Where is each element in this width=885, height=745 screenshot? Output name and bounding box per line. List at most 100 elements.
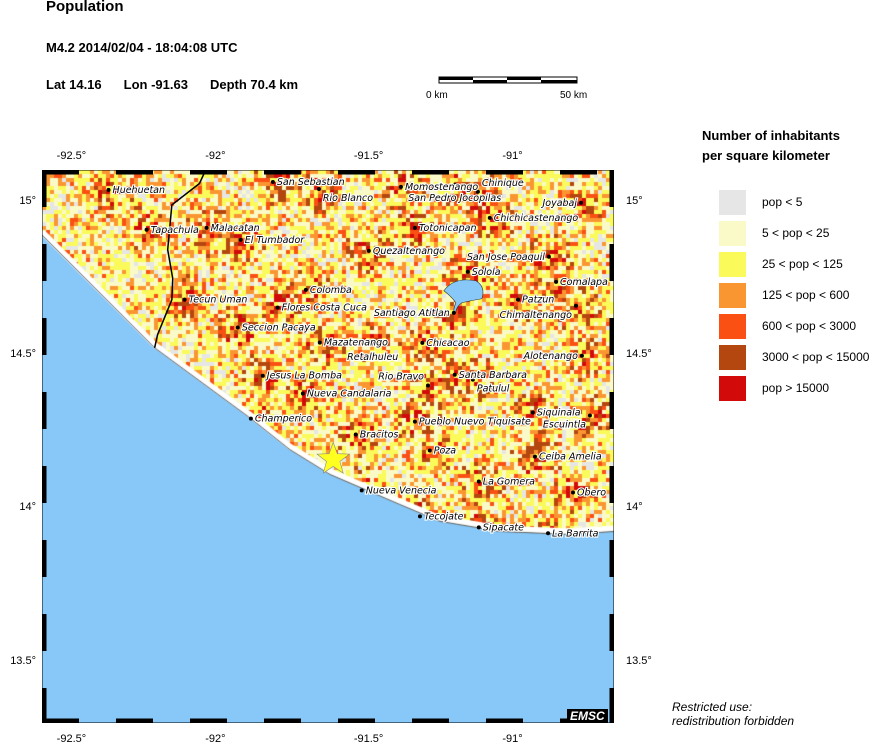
city-dot <box>144 227 149 232</box>
city-label: Colomba <box>310 285 352 296</box>
population-raster <box>42 170 614 723</box>
city-label: Alotenango <box>523 351 578 362</box>
lat-tick-label: 14.5° <box>10 348 36 361</box>
city-label: Solola <box>472 267 501 278</box>
city-label: Jesus La Bomba <box>265 371 342 382</box>
lat-tick-label: 14° <box>626 501 643 514</box>
lake-atitlan <box>443 279 484 314</box>
city-label: Totonicapan <box>419 223 477 234</box>
map-area: Huehuetan Tapachula Malacatan El Tumbador Sa… <box>42 170 614 728</box>
city-label: Malacatan <box>211 223 260 234</box>
city-dot <box>579 200 584 205</box>
legend-label: 3000 < pop < 15000 <box>762 350 870 364</box>
scale-end: 50 km <box>560 90 588 101</box>
legend-swatch <box>719 221 746 246</box>
city-label: Champerico <box>255 414 312 425</box>
lat-tick-label: 15° <box>626 194 643 207</box>
city-dot <box>417 514 422 519</box>
city-dot <box>300 391 305 396</box>
legend-label: 25 < pop < 125 <box>762 257 843 271</box>
latitude: Lat 14.16 <box>46 77 102 92</box>
city-label: Santa Barbara <box>459 370 527 381</box>
city-dot <box>579 353 584 358</box>
legend-label: 125 < pop < 600 <box>762 288 850 302</box>
city-label: Quezaltenango <box>373 246 445 257</box>
page-title: Population <box>46 0 124 15</box>
city-label: Seccion Pacaya <box>242 323 316 334</box>
city-dot <box>412 419 417 424</box>
city-dot <box>303 287 308 292</box>
city-dot <box>470 377 475 382</box>
city-label: Pueblo Nuevo Tiquisate <box>419 417 531 428</box>
legend-swatch <box>719 283 746 308</box>
country-border <box>153 171 206 348</box>
city-dot <box>425 383 430 388</box>
city-label: Escuintla <box>543 420 586 431</box>
city-dot <box>530 410 535 415</box>
lon-tick-label: -91.5° <box>353 150 384 162</box>
city-label: Joyabaj <box>540 198 577 209</box>
city-dot <box>570 490 575 495</box>
lon-tick-label: -92.5° <box>56 150 87 162</box>
city-dot <box>248 416 253 421</box>
legend-label: pop < 5 <box>762 195 803 209</box>
legend-swatch <box>719 345 746 370</box>
city-dot <box>317 340 322 345</box>
city-label: Flores Costa Cuca <box>282 303 367 314</box>
city-label: Ceiba Amelia <box>539 452 602 463</box>
city-dot <box>427 448 432 453</box>
city-label: Tapachula <box>151 225 199 236</box>
lon-tick-label: -91° <box>502 150 523 162</box>
epicenter-star-icon <box>316 441 351 474</box>
city-label: La Gomera <box>483 476 535 487</box>
city-label: Chimaltenango <box>500 310 572 321</box>
city-label: La Barrita <box>552 528 599 539</box>
city-dot <box>106 187 111 192</box>
legend-label: pop > 15000 <box>762 381 830 395</box>
lon-tick-label: -91° <box>502 733 523 745</box>
city-label: San Sebastian <box>277 177 345 188</box>
city-label: San Jose Poaquil <box>467 252 545 263</box>
city-label: Bracitos <box>360 430 399 441</box>
city-dot <box>235 325 240 330</box>
restriction-note: Restricted use: redistribution forbidden <box>672 700 795 728</box>
city-dot <box>465 269 470 274</box>
lon-tick-label: -91.5° <box>353 733 384 745</box>
scale-start: 0 km <box>426 90 448 101</box>
city-dot <box>587 413 592 418</box>
legend-swatch <box>719 252 746 277</box>
emsc-logo: EMSC <box>567 709 608 723</box>
city-dot <box>476 479 481 484</box>
lon-tick-label: -92° <box>205 733 226 745</box>
city-dot <box>532 454 537 459</box>
city-label: Nueva Venecia <box>366 485 437 496</box>
city-dot <box>316 187 321 192</box>
city-dot <box>366 248 371 253</box>
lat-tick-label: 13.5° <box>626 654 652 667</box>
city-label: Chinique <box>482 178 524 189</box>
legend-label: 600 < pop < 3000 <box>762 319 857 333</box>
city-dot <box>398 184 403 189</box>
event-info: M4.2 2014/02/04 - 18:04:08 UTC <box>46 40 238 55</box>
legend-swatch <box>719 376 746 401</box>
city-dot <box>204 225 209 230</box>
city-dot <box>270 179 275 184</box>
city-dot <box>451 310 456 315</box>
city-dot <box>487 215 492 220</box>
city-label: San Pedro Jocopilas <box>408 193 501 204</box>
city-dot <box>546 254 551 259</box>
lat-tick-label: 14° <box>19 501 36 514</box>
city-label: Siquinala <box>537 407 581 418</box>
city-label: Mazatenango <box>324 338 388 349</box>
city-dot <box>452 183 457 188</box>
city-dot <box>573 303 578 308</box>
city-dot <box>260 373 265 378</box>
city-dot <box>475 189 480 194</box>
city-dot <box>359 488 364 493</box>
city-dot <box>275 305 280 310</box>
scale-bar <box>438 76 578 84</box>
city-label: Comalapa <box>560 277 608 288</box>
city-label: Nueva Candalaria <box>307 388 392 399</box>
